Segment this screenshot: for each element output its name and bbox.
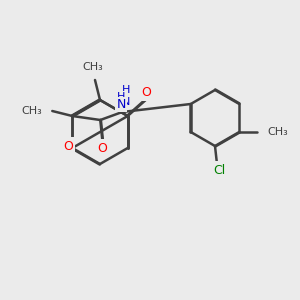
Text: H
N: H N xyxy=(122,85,130,107)
Text: O: O xyxy=(141,85,151,98)
Text: O: O xyxy=(63,140,73,152)
Text: CH₃: CH₃ xyxy=(267,127,288,137)
Text: H: H xyxy=(117,92,125,102)
Text: O: O xyxy=(97,142,107,154)
Text: Cl: Cl xyxy=(213,164,225,176)
Text: CH₃: CH₃ xyxy=(22,106,42,116)
Text: N: N xyxy=(117,98,126,111)
Text: CH₃: CH₃ xyxy=(82,62,103,72)
